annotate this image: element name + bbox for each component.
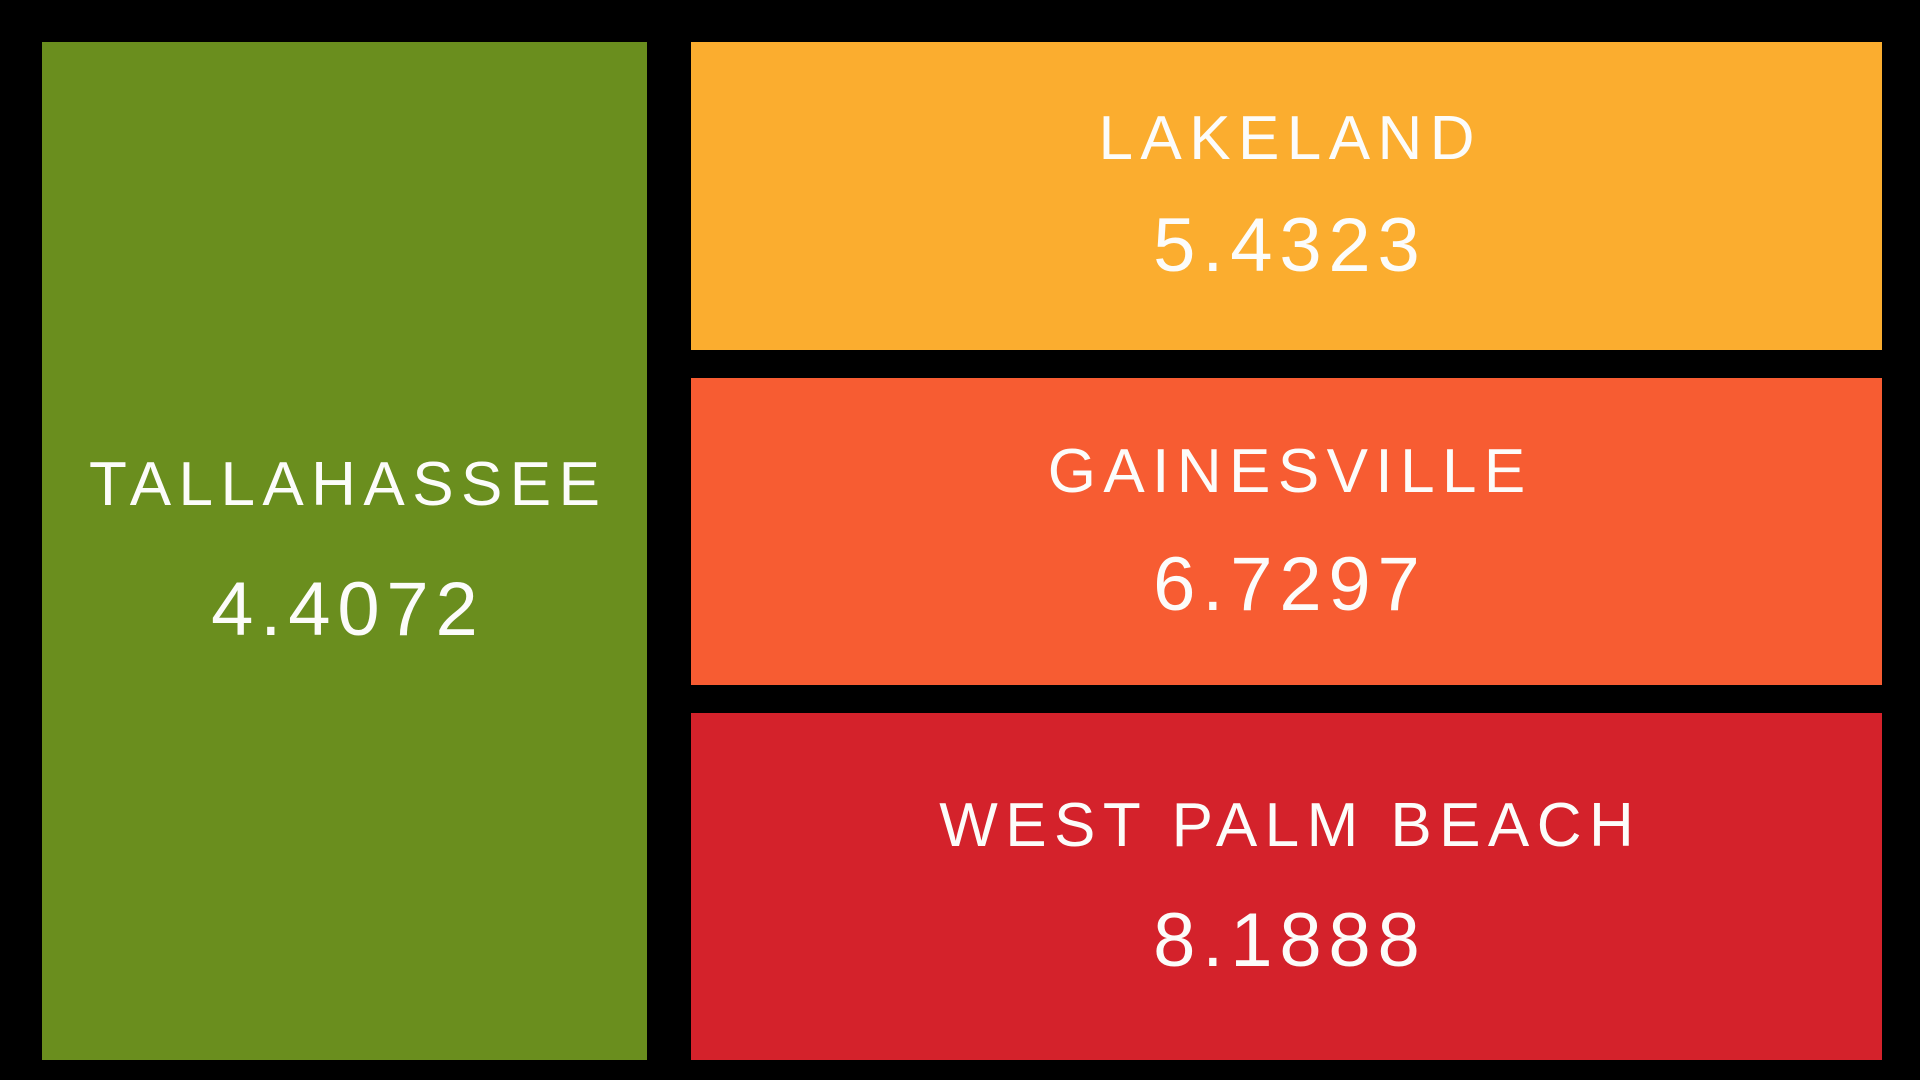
tile-value-label: 6.7297 [1153, 541, 1427, 627]
tile-city-label: GAINESVILLE [1047, 436, 1533, 506]
tile-city-label: TALLAHASSEE [89, 450, 608, 519]
tile-city-label: WEST PALM BEACH [939, 790, 1642, 860]
tile-value-label: 8.1888 [1153, 897, 1427, 983]
treemap-tile-west-palm-beach[interactable]: WEST PALM BEACH 8.1888 [691, 713, 1882, 1060]
tile-value-label: 4.4072 [211, 567, 485, 652]
treemap-tile-tallahassee[interactable]: TALLAHASSEE 4.4072 [42, 42, 647, 1060]
tile-value-label: 5.4323 [1153, 203, 1427, 288]
treemap-tile-lakeland[interactable]: LAKELAND 5.4323 [691, 42, 1882, 350]
treemap-tile-gainesville[interactable]: GAINESVILLE 6.7297 [691, 378, 1882, 685]
tile-city-label: LAKELAND [1098, 104, 1482, 173]
